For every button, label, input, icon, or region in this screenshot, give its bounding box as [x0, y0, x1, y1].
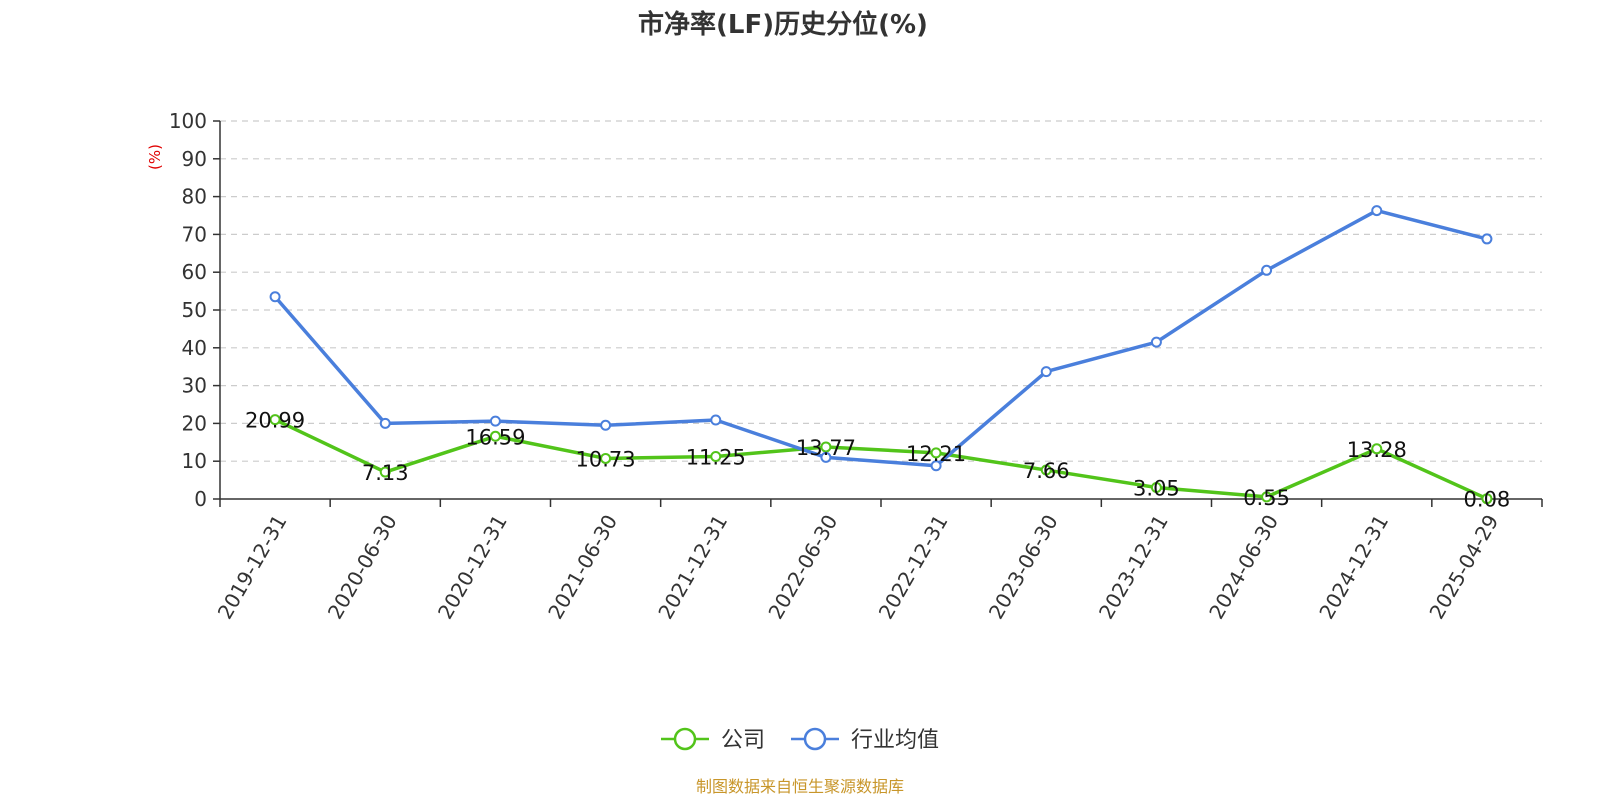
y-tick-label-40: 40 [182, 336, 207, 360]
data-label-2024-12-31: 13.28 [1347, 438, 1407, 462]
x-tick-label-2023-06-30: 2023-06-30 [984, 511, 1063, 624]
legend-item-0[interactable]: 公司 [661, 727, 765, 753]
chart-title: 市净率(LF)历史分位(%) [638, 9, 928, 40]
data-label-2021-06-30: 10.73 [576, 447, 636, 471]
y-ticks: 0 10 20 30 40 50 60 70 80 90 100 [169, 109, 220, 511]
x-tick-label-2023-12-31: 2023-12-31 [1094, 511, 1173, 624]
legend-marker-0 [673, 727, 697, 751]
x-tick-label-2022-06-30: 2022-06-30 [763, 511, 842, 624]
series-0-point-2021-12-31 [710, 450, 722, 462]
series-1-point-2022-12-31 [930, 460, 942, 472]
legend[interactable]: 公司 行业均值 [661, 727, 939, 753]
x-ticks: 2019-12-31 2020-06-30 2020-12-31 2021-06-30… [213, 499, 1543, 624]
x-tick-label-2021-12-31: 2021-12-31 [653, 511, 732, 624]
y-tick-label-90: 90 [182, 147, 207, 171]
y-tick-label-80: 80 [182, 185, 207, 209]
series-1-point-2021-12-31 [710, 414, 722, 426]
legend-label-1: 行业均值 [851, 728, 939, 753]
series-1-point-2024-06-30 [1261, 264, 1273, 276]
y-axis-label: (%) [146, 144, 164, 170]
data-label-2021-12-31: 11.25 [686, 445, 746, 469]
legend-label-0: 公司 [721, 728, 765, 753]
x-tick-label-2024-06-30: 2024-06-30 [1204, 511, 1283, 624]
series-0-point-2023-06-30 [1040, 464, 1052, 476]
series-1-point-2021-06-30 [600, 419, 612, 431]
series-1-point-2022-06-30 [820, 451, 832, 463]
series-0-point-2022-12-31 [930, 447, 942, 459]
data-label-2020-12-31: 16.59 [465, 425, 525, 449]
series-0-point-2021-06-30 [600, 452, 612, 464]
y-tick-label-50: 50 [182, 298, 207, 322]
series-1-point-2020-06-30 [379, 417, 391, 429]
x-tick-label-2025-04-29: 2025-04-29 [1424, 511, 1503, 624]
legend-item-1[interactable]: 行业均值 [791, 727, 939, 753]
data-label-2022-06-30: 13.77 [796, 436, 856, 460]
series-0-point-2023-12-31 [1150, 481, 1162, 493]
gridlines [220, 120, 1542, 462]
series-layer [269, 205, 1493, 505]
y-tick-label-10: 10 [182, 449, 207, 473]
y-tick-label-20: 20 [182, 411, 207, 435]
series-1-point-2024-12-31 [1371, 205, 1383, 217]
series-line-1 [273, 208, 1489, 468]
data-label-2019-12-31: 20.99 [245, 409, 305, 433]
data-label-2023-06-30: 7.66 [1023, 459, 1070, 483]
legend-marker-1 [803, 727, 827, 751]
y-tick-label-30: 30 [182, 374, 207, 398]
series-1-point-2025-04-29 [1481, 233, 1493, 245]
x-tick-label-2020-12-31: 2020-12-31 [433, 510, 512, 623]
data-label-2025-04-29: 0.08 [1464, 488, 1511, 512]
series-1-point-2020-12-31 [489, 415, 501, 427]
series-line-0 [273, 417, 1489, 501]
y-tick-label-0: 0 [194, 487, 207, 511]
series-0-point-2019-12-31 [269, 414, 281, 426]
data-label-2023-12-31: 3.05 [1133, 476, 1180, 500]
series-1-point-2023-12-31 [1150, 336, 1162, 348]
x-tick-label-2021-06-30: 2021-06-30 [543, 511, 622, 624]
series-0-point-2025-04-29 [1481, 493, 1493, 505]
series-1-point-2023-06-30 [1040, 366, 1052, 378]
x-tick-label-2024-12-31: 2024-12-31 [1314, 511, 1393, 624]
series-0-point-2024-12-31 [1371, 443, 1383, 455]
series-0-point-2024-06-30 [1261, 491, 1273, 503]
x-tick-label-2020-06-30: 2020-06-30 [323, 511, 402, 624]
data-label-2022-12-31: 12.21 [906, 442, 966, 466]
y-tick-label-100: 100 [169, 109, 207, 133]
y-tick-label-70: 70 [182, 222, 207, 246]
x-tick-label-2019-12-31: 2019-12-31 [213, 511, 292, 624]
data-labels: 20.99 7.13 16.59 10.73 11.25 13.77 12.21 7.66 3.… [245, 409, 1510, 512]
source-note: 制图数据来自恒生聚源数据库 [696, 777, 904, 796]
series-1-point-2019-12-31 [269, 291, 281, 303]
series-0-point-2022-06-30 [820, 441, 832, 453]
x-tick-label-2022-12-31: 2022-12-31 [874, 510, 953, 623]
series-0-point-2020-06-30 [379, 466, 391, 478]
y-tick-label-60: 60 [182, 260, 207, 284]
series-0-point-2020-12-31 [489, 430, 501, 442]
data-label-2020-06-30: 7.13 [362, 461, 409, 485]
data-label-2024-06-30: 0.55 [1243, 486, 1290, 510]
